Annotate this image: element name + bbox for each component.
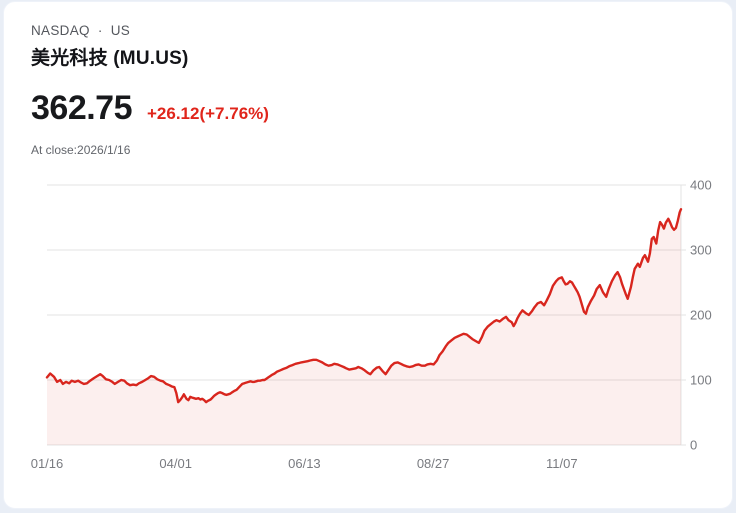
x-axis-label: 06/13 [288, 456, 321, 471]
price-row: 362.75 +26.12(+7.76%) [31, 89, 269, 128]
x-axis-label: 08/27 [417, 456, 450, 471]
price-line [45, 208, 683, 404]
y-axis-label: 0 [690, 438, 697, 453]
stock-quote-card: NASDAQ · US 美光科技 (MU.US) 362.75 +26.12(+… [3, 1, 733, 509]
y-axis-label: 100 [690, 373, 712, 388]
price-chart[interactable]: 0 100 200 300 400 01/16 04/01 06/13 08/27 11/07 [4, 162, 736, 482]
y-axis-label: 200 [690, 308, 712, 323]
price-chart-container: 0 100 200 300 400 01/16 04/01 06/13 08/27 11/07 [4, 162, 736, 482]
stock-title: 美光科技 (MU.US) [31, 48, 189, 69]
exchange-label: NASDAQ · US [31, 23, 131, 38]
price-change: +26.12(+7.76%) [147, 104, 269, 123]
y-axis-label: 300 [690, 243, 712, 258]
quote-header: NASDAQ · US 美光科技 (MU.US) 362.75 +26.12(+… [31, 23, 269, 157]
price-area-fill [47, 209, 681, 445]
as-of-label: At close:2026/1/16 [31, 143, 131, 157]
y-axis-label: 400 [690, 178, 712, 193]
x-axis-label: 04/01 [159, 456, 192, 471]
price-value: 362.75 [31, 89, 133, 127]
x-axis-label: 11/07 [546, 456, 578, 471]
x-axis-label: 01/16 [31, 456, 64, 471]
